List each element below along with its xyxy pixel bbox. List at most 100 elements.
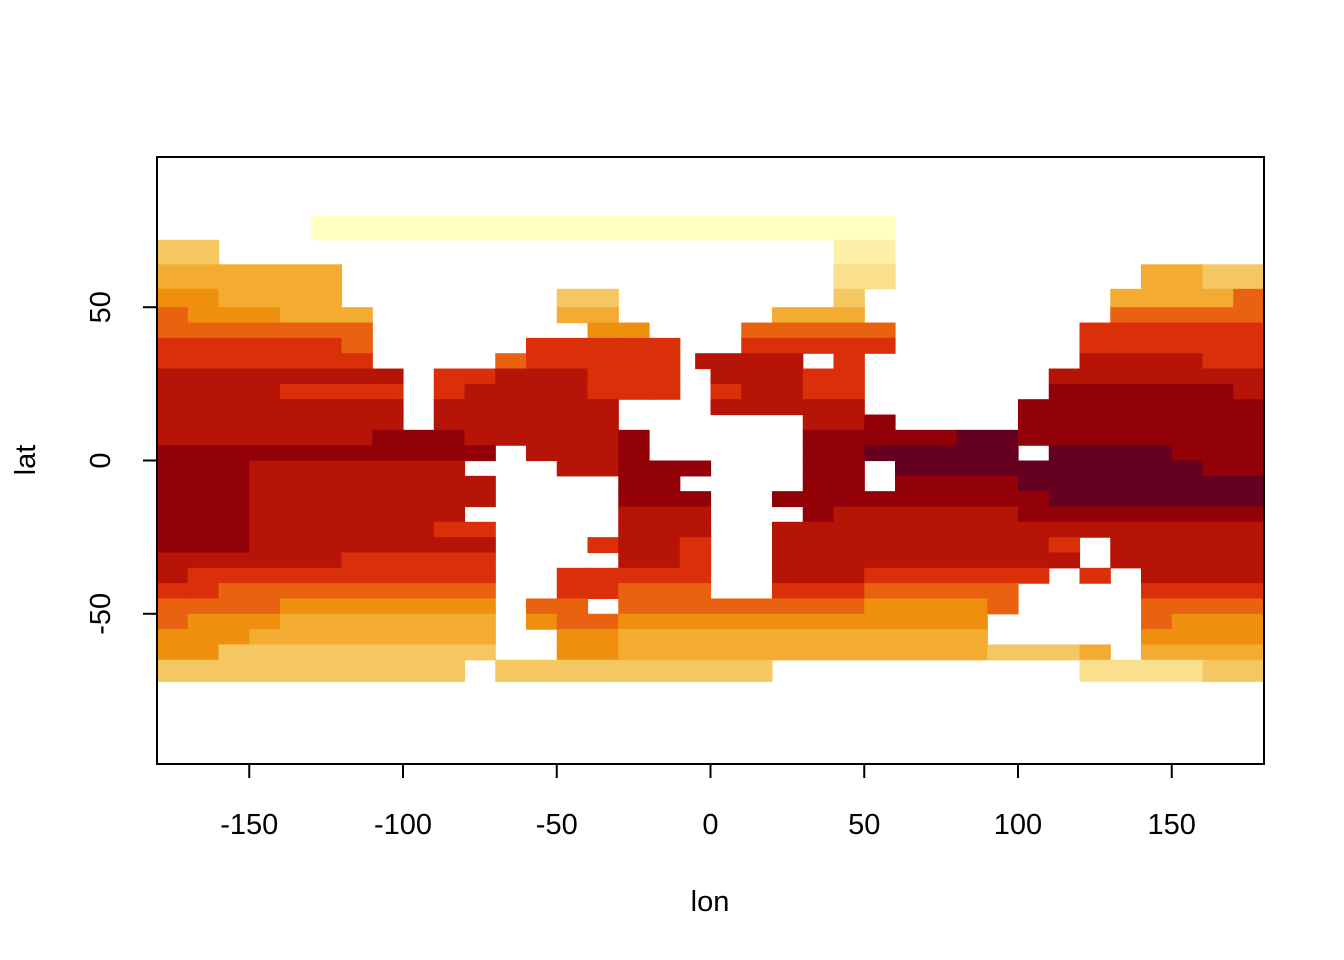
y-axis: -50 0 50 bbox=[85, 291, 158, 635]
heatmap-cell bbox=[556, 307, 589, 324]
heatmap-cell bbox=[526, 353, 650, 370]
heatmap-cell bbox=[864, 583, 988, 600]
heatmap-cell bbox=[618, 506, 712, 523]
heatmap-cell bbox=[987, 644, 1081, 661]
heatmap-cell bbox=[864, 429, 958, 446]
heatmap-cell bbox=[157, 629, 250, 646]
heatmap-cell bbox=[741, 353, 804, 370]
heatmap-cell bbox=[618, 429, 650, 446]
heatmap-cell bbox=[618, 567, 681, 584]
heatmap-cell bbox=[772, 521, 835, 538]
heatmap-cell bbox=[618, 613, 988, 630]
heatmap-cell bbox=[679, 552, 712, 569]
heatmap-cell bbox=[464, 429, 619, 446]
heatmap-cell bbox=[187, 613, 281, 630]
heatmap-cell bbox=[618, 521, 712, 538]
heatmap-cell bbox=[618, 583, 681, 600]
heatmap-cell bbox=[895, 460, 1019, 477]
heatmap-cell bbox=[987, 445, 1019, 462]
heatmap-cell bbox=[280, 383, 312, 400]
heatmap-cell bbox=[157, 552, 343, 569]
heatmap-cell bbox=[833, 288, 865, 308]
heatmap-cell bbox=[618, 537, 681, 554]
heatmap-cell bbox=[157, 583, 189, 600]
heatmap-cell bbox=[218, 288, 281, 308]
heatmap-cells bbox=[157, 215, 1265, 682]
heatmap-cell bbox=[1018, 506, 1265, 523]
heatmap-cell bbox=[833, 239, 896, 265]
heatmap-cell bbox=[1079, 337, 1265, 354]
heatmap-cell bbox=[649, 383, 681, 400]
heatmap-cell bbox=[710, 368, 804, 385]
heatmap-cell bbox=[1141, 644, 1204, 661]
heatmap-cell bbox=[1018, 429, 1265, 446]
heatmap-cell bbox=[556, 598, 589, 615]
heatmap-cell bbox=[249, 537, 496, 554]
heatmap-cell bbox=[925, 445, 988, 462]
heatmap-cell bbox=[618, 460, 650, 477]
heatmap-cell bbox=[280, 613, 496, 630]
heatmap-cell bbox=[556, 644, 619, 661]
heatmap-cell bbox=[833, 264, 896, 290]
heatmap-cell bbox=[187, 598, 281, 615]
heatmap-cell bbox=[157, 337, 343, 354]
heatmap-cell bbox=[1018, 399, 1265, 416]
heatmap-cell bbox=[157, 506, 250, 523]
heatmap-cell bbox=[1048, 445, 1173, 462]
heatmap-cell bbox=[1048, 537, 1081, 554]
heatmap-cell bbox=[741, 337, 896, 354]
heatmap-cell bbox=[556, 460, 619, 477]
heatmap-cell bbox=[1171, 613, 1265, 630]
x-tick-label: -100 bbox=[374, 809, 432, 841]
heatmap-cell bbox=[679, 537, 712, 554]
heatmap-cell bbox=[1018, 414, 1265, 431]
heatmap-cell bbox=[1110, 307, 1204, 324]
heatmap-cell bbox=[618, 644, 988, 661]
x-tick-label: -50 bbox=[536, 809, 578, 841]
heatmap-cell bbox=[157, 613, 189, 630]
heatmap-cell bbox=[1018, 475, 1265, 492]
heatmap-cell bbox=[1141, 613, 1173, 630]
heatmap-cell bbox=[187, 567, 343, 584]
heatmap-cell bbox=[249, 491, 496, 508]
heatmap-cell bbox=[249, 521, 435, 538]
heatmap-cell bbox=[1141, 583, 1265, 600]
heatmap-cell bbox=[433, 399, 619, 416]
heatmap-cell bbox=[833, 353, 865, 370]
heatmap-cell bbox=[587, 307, 619, 324]
heatmap-cell bbox=[802, 491, 865, 508]
y-tick-label: 0 bbox=[85, 452, 117, 468]
heatmap-cell bbox=[618, 598, 712, 615]
heatmap-cell bbox=[587, 383, 650, 400]
heatmap-cell bbox=[864, 491, 1050, 508]
heatmap-cell bbox=[1048, 368, 1265, 385]
heatmap-cell bbox=[464, 445, 496, 462]
heatmap-cell bbox=[618, 475, 650, 492]
heatmap-cell bbox=[864, 414, 896, 431]
heatmap-cell bbox=[249, 475, 496, 492]
heatmap-cell bbox=[556, 613, 619, 630]
x-axis: -150 -100 -50 0 50 100 150 bbox=[220, 763, 1196, 841]
heatmap-cell bbox=[741, 322, 773, 339]
heatmap-cell bbox=[187, 307, 220, 324]
heatmap-cell bbox=[710, 598, 865, 615]
heatmap-cell bbox=[464, 383, 589, 400]
heatmap-cell bbox=[157, 537, 250, 554]
heatmap-cell bbox=[1110, 322, 1265, 339]
heatmap-cell bbox=[187, 583, 220, 600]
heatmap-cell bbox=[1141, 264, 1204, 290]
heatmap-cell bbox=[710, 399, 804, 416]
heatmap-cell bbox=[526, 598, 558, 615]
heatmap-cell bbox=[1202, 644, 1265, 661]
heatmap-cell bbox=[679, 583, 712, 600]
heatmap-cell bbox=[526, 337, 619, 354]
heatmap-cell bbox=[1141, 629, 1265, 646]
heatmap-cell bbox=[157, 445, 466, 462]
heatmap-cell bbox=[218, 644, 496, 661]
x-tick-label: 0 bbox=[702, 809, 718, 841]
heatmap-cell bbox=[587, 322, 650, 339]
heatmap-cell bbox=[218, 307, 281, 324]
heatmap-cell bbox=[249, 629, 496, 646]
heatmap-cell bbox=[280, 583, 496, 600]
heatmap-cell bbox=[1079, 322, 1111, 339]
